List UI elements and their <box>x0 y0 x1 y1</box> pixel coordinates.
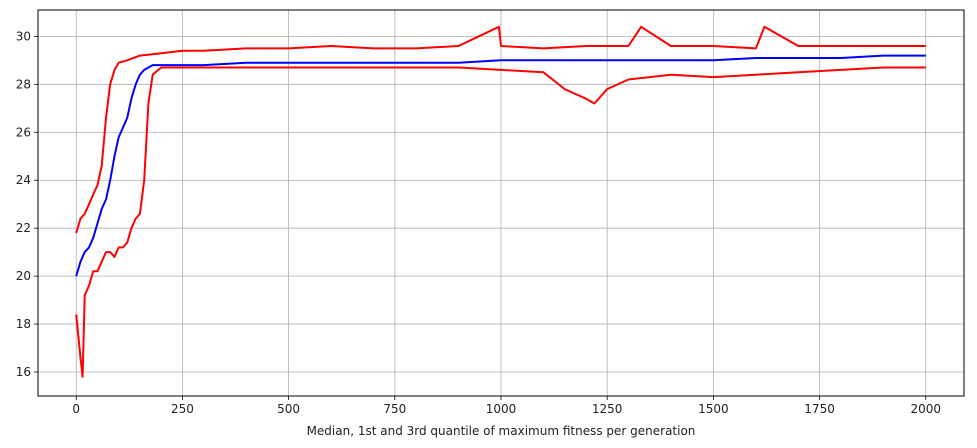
x-tick-label: 1000 <box>486 402 517 416</box>
y-tick-label: 20 <box>16 269 31 283</box>
series-line-median <box>75 54 926 277</box>
x-tick-label: 500 <box>277 402 300 416</box>
x-tick-label: 0 <box>72 402 80 416</box>
y-tick-label: 24 <box>16 173 31 187</box>
y-tick-label: 30 <box>16 29 31 43</box>
x-tick-label: 1750 <box>804 402 835 416</box>
y-tick-label: 16 <box>16 365 31 379</box>
x-tick-label: 1250 <box>592 402 623 416</box>
x-axis-label: Median, 1st and 3rd quantile of maximum … <box>307 424 696 438</box>
y-tick-label: 22 <box>16 221 31 235</box>
series-layer <box>75 25 926 378</box>
grid-lines <box>38 10 964 396</box>
x-tick-label: 250 <box>171 402 194 416</box>
series-line-3rd-quantile <box>75 25 926 234</box>
x-tick-label: 2000 <box>910 402 941 416</box>
x-tick-label: 750 <box>383 402 406 416</box>
y-tick-label: 18 <box>16 317 31 331</box>
axis-ticks: 0 250 500 750 1000 1250 1500 1750 2000 16 18 20 22 24… <box>16 29 941 416</box>
y-tick-label: 26 <box>16 125 31 139</box>
y-tick-label: 28 <box>16 77 31 91</box>
series-line-1st-quantile <box>75 66 926 378</box>
x-tick-label: 1500 <box>698 402 729 416</box>
